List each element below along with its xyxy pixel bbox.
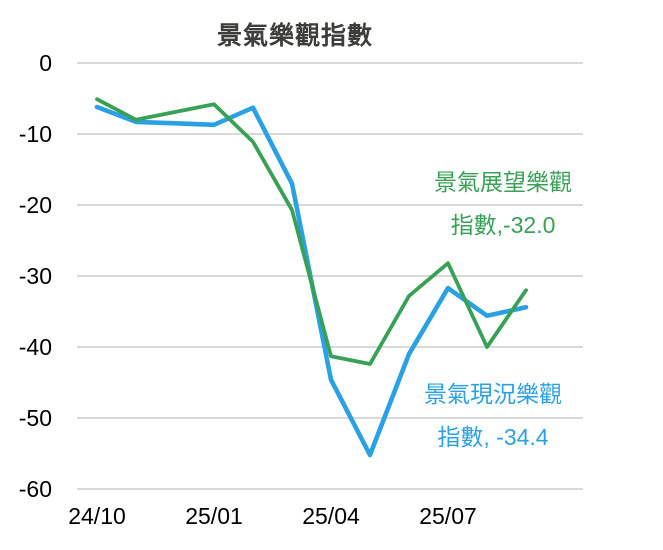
y-tick-label--50: -50 [18,405,52,431]
annotation-current-line1: 景氣現況樂觀 [424,381,562,407]
annotation-outlook-index: 景氣展望樂觀 指數,-32.0 [393,161,613,247]
y-tick-label--40: -40 [18,334,52,360]
chart-title: 景氣樂觀指數 [216,22,373,50]
y-tick-label--60: -60 [18,476,52,502]
y-tick-label--20: -20 [18,192,52,218]
series-line-outlook [95,97,528,366]
x-tick-label-25-04: 25/04 [302,503,360,529]
y-tick-label-0: 0 [39,50,52,76]
x-tick-label-25-01: 25/01 [185,503,243,529]
annotation-outlook-line2: 指數,-32.0 [450,212,556,238]
x-tick-label-25-07: 25/07 [419,503,477,529]
annotation-current-line2: 指數, -34.4 [437,424,549,450]
x-tick-label-24-10: 24/10 [68,503,126,529]
annotation-outlook-line1: 景氣展望樂觀 [434,169,572,195]
y-tick-label--10: -10 [18,121,52,147]
y-tick-label--30: -30 [18,263,52,289]
annotation-current-index: 景氣現況樂觀 指數, -34.4 [383,373,603,459]
